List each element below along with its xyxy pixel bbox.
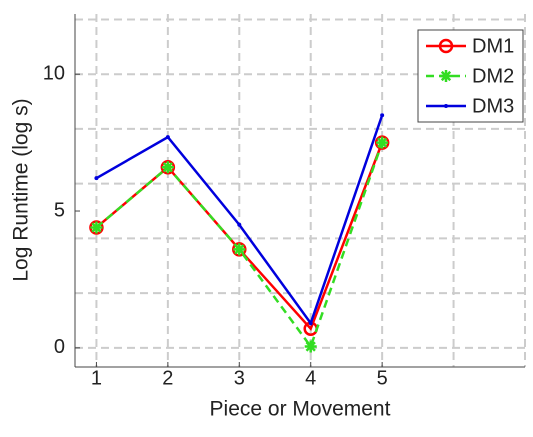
marker: [233, 243, 246, 256]
marker: [376, 136, 389, 149]
marker: [304, 340, 317, 353]
marker: [308, 321, 313, 326]
legend-label: DM1: [472, 35, 514, 57]
x-tick-label: 3: [234, 367, 245, 389]
legend-marker: [444, 104, 448, 108]
x-tick-label: 4: [305, 367, 316, 389]
x-tick-label: 1: [91, 367, 102, 389]
legend-symbol: [444, 104, 448, 108]
y-tick-label: 5: [54, 199, 65, 221]
legend-symbol: [438, 38, 454, 54]
x-axis-label: Piece or Movement: [210, 398, 391, 421]
marker: [94, 176, 99, 181]
marker: [380, 113, 385, 118]
marker: [90, 221, 103, 234]
marker: [165, 135, 170, 140]
marker: [161, 161, 174, 174]
legend-marker: [438, 38, 454, 54]
y-tick-label: 10: [43, 62, 65, 84]
y-tick-label: 0: [54, 336, 65, 358]
x-tick-label: 5: [377, 367, 388, 389]
legend-label: DM2: [472, 65, 514, 87]
marker: [237, 222, 242, 227]
legend-marker: [440, 70, 452, 82]
legend-label: DM3: [472, 95, 514, 117]
y-axis-label: Log Runtime (log s): [10, 98, 33, 281]
x-tick-label: 2: [162, 367, 173, 389]
legend-symbol: [440, 70, 452, 82]
